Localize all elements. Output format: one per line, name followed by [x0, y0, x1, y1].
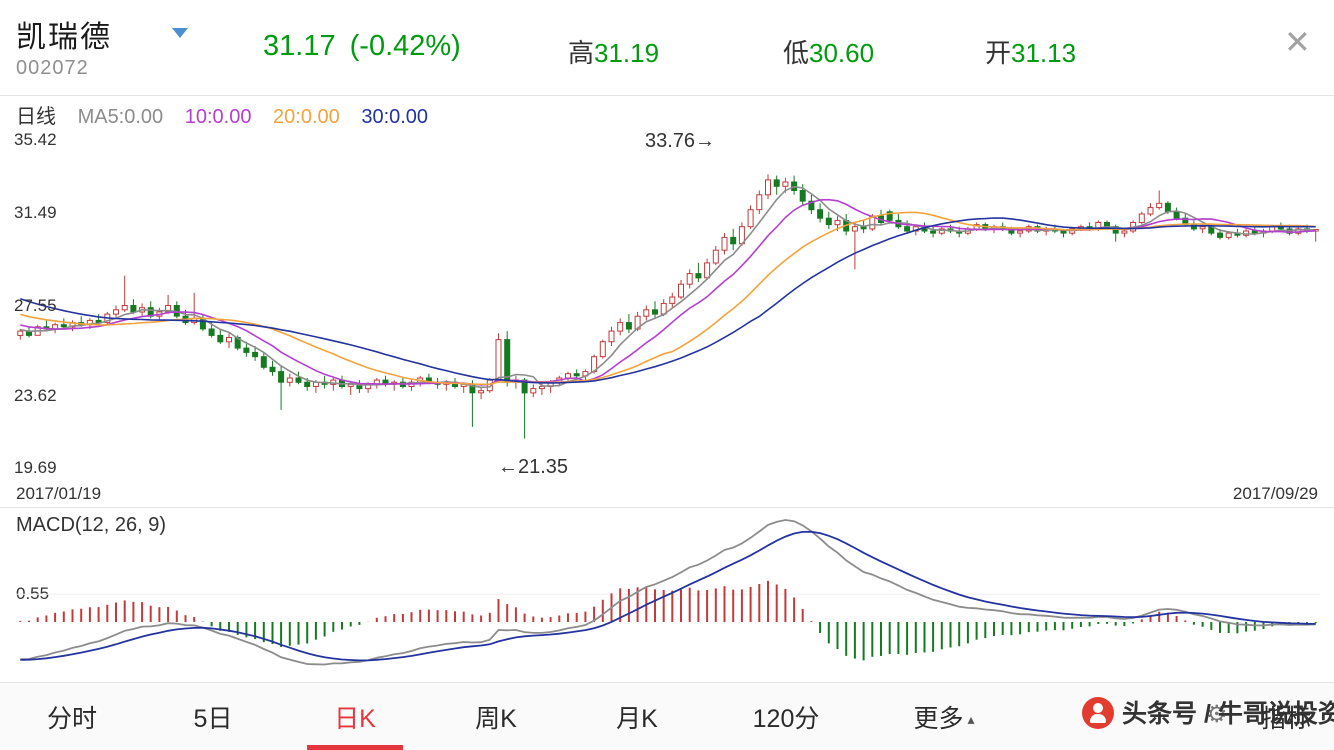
high-group: 高31.19: [568, 33, 659, 70]
open-label: 开: [985, 38, 1012, 68]
active-tab-underline: [307, 745, 403, 750]
ma-legend: 日线 MA5:0.00 10:0.00 20:0.00 30:0.00: [16, 100, 444, 129]
low-group: 低30.60: [783, 33, 874, 70]
y-tick-3: 27.55: [14, 296, 57, 315]
tab-120min[interactable]: 120分: [752, 705, 820, 733]
macd-axis-label: 0.55: [16, 584, 50, 604]
header-divider: [0, 95, 1334, 96]
watermark-text: 头条号 / 牛哥说投资: [1122, 700, 1334, 728]
stock-code: 002072: [16, 57, 89, 79]
toutiao-logo-icon: [1082, 697, 1114, 729]
tabbar-divider: [0, 682, 1334, 683]
period-label: 日线: [16, 106, 56, 128]
price-change: (-0.42%): [349, 30, 461, 62]
indicator-gear-icon[interactable]: ⚙: [1206, 701, 1228, 728]
open-value: 31.13: [1011, 38, 1077, 68]
ma20-legend: 20:0.00: [273, 106, 340, 128]
period-low-annotation: ←21.35: [498, 456, 569, 478]
y-tick-5: 19.69: [14, 458, 57, 477]
macd-chart[interactable]: [0, 510, 1334, 682]
current-price: 31.17 (-0.42%): [263, 30, 461, 63]
watermark: 头条号 / 牛哥说投资: [1082, 694, 1334, 730]
ma10-legend: 10:0.00: [184, 106, 252, 128]
tab-daily-k[interactable]: 日K: [334, 705, 376, 733]
tab-5day[interactable]: 5日: [193, 705, 233, 733]
stock-name[interactable]: 凯瑞德: [16, 21, 112, 54]
y-tick-4: 23.62: [14, 386, 57, 405]
chart-divider: [0, 507, 1334, 508]
tab-monthly-k[interactable]: 月K: [616, 705, 658, 733]
close-icon[interactable]: ✕: [1284, 24, 1311, 60]
more-caret-icon: ▴: [967, 711, 975, 727]
candlestick-chart[interactable]: [0, 128, 1334, 488]
tab-more-label: 更多: [913, 705, 964, 733]
low-label: 低: [783, 38, 810, 68]
tab-time-sharing[interactable]: 分时: [46, 705, 98, 733]
stock-dropdown-caret-icon[interactable]: [172, 28, 188, 38]
period-high-annotation: 33.76→: [645, 130, 716, 152]
high-value: 31.19: [594, 38, 660, 68]
low-value: 30.60: [809, 38, 875, 68]
price-value: 31.17: [263, 30, 336, 62]
open-group: 开31.13: [985, 33, 1076, 70]
ma30-legend: 30:0.00: [361, 106, 429, 128]
y-tick-2: 31.49: [14, 203, 57, 222]
end-date-label: 2017/09/29: [1232, 484, 1318, 503]
macd-title: MACD(12, 26, 9): [16, 514, 167, 536]
high-label: 高: [568, 38, 595, 68]
tab-indicator[interactable]: 指标: [1260, 705, 1312, 733]
tab-weekly-k[interactable]: 周K: [475, 705, 517, 733]
tab-more[interactable]: 更多 ▴: [913, 699, 974, 735]
start-date-label: 2017/01/19: [16, 484, 102, 503]
y-tick-1: 35.42: [14, 130, 57, 149]
ma5-legend: MA5:0.00: [77, 106, 164, 128]
